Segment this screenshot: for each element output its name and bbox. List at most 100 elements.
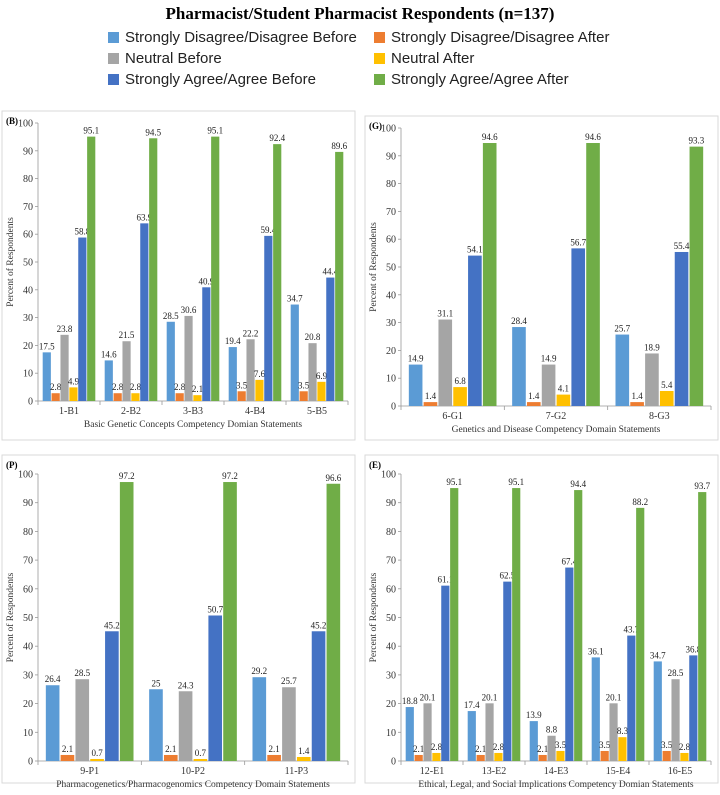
y-tick-label: 50 (23, 258, 33, 269)
bar-5-3-B3 (202, 287, 211, 401)
x-axis-label: Pharmacogenetics/Pharmacogenomics Compet… (56, 780, 330, 790)
y-tick-label: 40 (23, 642, 33, 653)
data-label: 18.9 (644, 342, 660, 352)
data-label: 2.1 (192, 384, 203, 394)
data-label: 2.8 (679, 742, 691, 752)
data-label: 1.4 (528, 391, 540, 401)
data-label: 3.5 (555, 740, 567, 750)
y-tick-label: 80 (386, 527, 396, 538)
y-tick-label: 60 (386, 584, 396, 595)
bar-4-2-B2 (131, 393, 140, 401)
bar-2-5-B5 (299, 391, 308, 401)
category-label: 12-E1 (420, 766, 444, 777)
data-label: 93.7 (694, 481, 710, 491)
y-tick-label: 30 (386, 318, 396, 329)
data-label: 0.7 (195, 748, 207, 758)
legend-label: Strongly Disagree/Disagree Before (125, 29, 357, 46)
legend-label: Strongly Agree/Agree Before (125, 71, 316, 88)
data-label: 20.1 (606, 692, 622, 702)
y-tick-label: 40 (386, 290, 396, 301)
data-label: 89.6 (331, 141, 347, 151)
data-label: 3.5 (599, 740, 611, 750)
y-axis-label: Percent of Respondents (368, 222, 379, 312)
data-label: 97.2 (222, 471, 238, 481)
data-label: 14.9 (541, 354, 557, 364)
bar-6-12-E1 (450, 488, 459, 761)
bar-4-3-B3 (193, 395, 202, 401)
legend-swatch (108, 74, 119, 85)
y-tick-label: 70 (23, 202, 33, 213)
x-axis-label: Ethical, Legal, and Social Implications … (418, 780, 693, 790)
y-tick-label: 0 (391, 402, 396, 413)
bar-5-7-G2 (571, 248, 586, 406)
bar-1-3-B3 (166, 321, 175, 401)
data-label: 2.8 (431, 742, 443, 752)
y-tick-label: 50 (386, 263, 396, 274)
data-label: 3.5 (236, 380, 248, 390)
bar-1-10-P2 (149, 689, 163, 761)
bar-1-2-B2 (104, 360, 113, 401)
legend-item-sa-after: Strongly Agree/Agree After (374, 71, 569, 88)
y-tick-label: 30 (23, 313, 33, 324)
data-label: 19.4 (225, 336, 241, 346)
panel-label: (G) (369, 121, 382, 131)
data-label: 6.8 (454, 376, 466, 386)
legend-item-neutral-after: Neutral After (374, 50, 474, 67)
data-label: 20.1 (420, 692, 436, 702)
data-label: 4.1 (558, 384, 569, 394)
y-tick-label: 70 (23, 556, 33, 567)
data-label: 30.6 (181, 305, 197, 315)
y-tick-label: 0 (28, 757, 33, 768)
y-tick-label: 100 (18, 119, 33, 130)
data-label: 34.7 (287, 294, 303, 304)
data-label: 20.1 (482, 692, 498, 702)
bar-2-9-P1 (60, 754, 75, 761)
bar-2-13-E2 (476, 754, 485, 761)
legend-label: Strongly Disagree/Disagree After (391, 29, 610, 46)
bar-2-1-B1 (51, 393, 60, 401)
data-label: 55.4 (674, 241, 690, 251)
data-label: 93.3 (688, 136, 704, 146)
bar-4-7-G2 (556, 394, 571, 406)
bar-6-1-B1 (87, 136, 96, 401)
bar-1-16-E5 (653, 661, 662, 761)
data-label: 24.3 (178, 680, 194, 690)
y-tick-label: 20 (23, 341, 33, 352)
bar-6-3-B3 (211, 136, 220, 401)
data-label: 21.5 (119, 330, 135, 340)
legend-label: Neutral Before (125, 50, 222, 67)
bar-1-1-B1 (42, 352, 51, 401)
bar-2-7-G2 (526, 402, 541, 406)
bar-4-15-E4 (618, 737, 627, 761)
bar-2-8-G3 (630, 402, 644, 406)
data-label: 5.4 (661, 380, 673, 390)
y-tick-label: 0 (28, 397, 33, 408)
bar-4-11-P3 (296, 756, 311, 761)
bar-6-6-G1 (482, 143, 497, 406)
data-label: 3.5 (298, 380, 310, 390)
data-label: 2.1 (165, 744, 176, 754)
data-label: 2.1 (537, 744, 548, 754)
y-tick-label: 10 (23, 728, 33, 739)
data-label: 22.2 (243, 328, 259, 338)
bar-4-5-B5 (317, 381, 326, 401)
category-label: 15-E4 (606, 766, 630, 777)
bar-2-2-B2 (113, 393, 122, 401)
bar-5-2-B2 (140, 223, 149, 401)
data-label: 61.1 (437, 575, 453, 585)
y-axis-label: Percent of Respondents (368, 572, 379, 662)
y-tick-label: 40 (23, 285, 33, 296)
chart-frame (364, 454, 719, 784)
data-label: 50.7 (207, 604, 223, 614)
legend: Strongly Disagree/Disagree Before Strong… (0, 27, 720, 91)
legend-item-sd-before: Strongly Disagree/Disagree Before (108, 29, 357, 46)
data-label: 17.5 (39, 341, 55, 351)
data-label: 2.1 (413, 744, 424, 754)
data-label: 97.2 (119, 471, 135, 481)
y-tick-label: 10 (386, 728, 396, 739)
category-label: 9-P1 (80, 766, 99, 777)
y-tick-label: 90 (23, 498, 33, 509)
y-tick-label: 90 (386, 151, 396, 162)
data-label: 59.4 (260, 225, 276, 235)
bar-4-14-E3 (556, 750, 565, 761)
